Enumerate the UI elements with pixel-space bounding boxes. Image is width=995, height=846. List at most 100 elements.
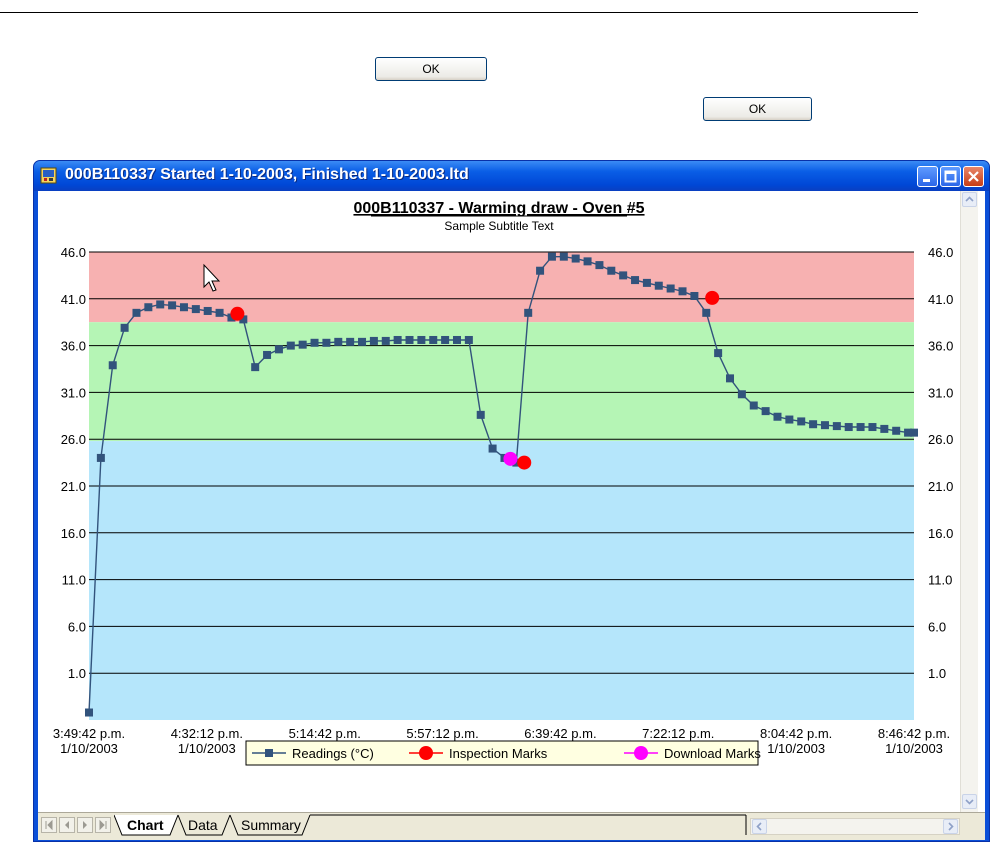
reading-point <box>666 284 675 293</box>
reading-point <box>369 336 378 345</box>
reading-point <box>619 271 628 280</box>
scroll-up-button[interactable] <box>962 192 977 207</box>
x-tick-label-time: 8:46:42 p.m. <box>878 726 950 741</box>
reading-point <box>417 335 426 344</box>
reading-point <box>524 308 533 317</box>
band-low <box>89 441 914 720</box>
legend-marker <box>419 746 433 760</box>
chevron-down-icon <box>965 799 974 805</box>
reading-point <box>251 363 260 372</box>
reading-point <box>168 301 177 310</box>
reading-point <box>441 335 450 344</box>
reading-point <box>583 257 592 266</box>
tab-chart[interactable]: Chart <box>127 817 164 833</box>
y-tick-label-right: 36.0 <box>928 339 953 354</box>
first-tab-button[interactable] <box>41 817 57 833</box>
inspection-mark-point <box>230 306 245 321</box>
temperature-chart: 000B110337 - Warming draw - Oven #5 Sampl… <box>53 200 953 766</box>
horizontal-scrollbar[interactable] <box>750 818 960 835</box>
download-mark-point <box>503 451 518 466</box>
reading-point <box>239 315 248 324</box>
reading-point <box>310 338 319 347</box>
reading-point <box>452 335 461 344</box>
x-tick-label-time: 6:39:42 p.m. <box>524 726 596 741</box>
scroll-left-button[interactable] <box>752 819 767 834</box>
close-button[interactable] <box>963 166 984 187</box>
reading-point <box>120 323 129 332</box>
reading-point <box>607 266 616 275</box>
reading-point <box>702 308 711 317</box>
previous-tab-button[interactable] <box>59 817 75 833</box>
next-icon <box>83 821 87 829</box>
scroll-right-button[interactable] <box>943 819 958 834</box>
tab-data[interactable]: Data <box>188 817 218 833</box>
reading-point <box>358 337 367 346</box>
maximize-icon <box>944 170 957 183</box>
reading-point <box>654 281 663 290</box>
y-tick-label-left: 41.0 <box>61 292 86 307</box>
y-tick-label-right: 1.0 <box>928 666 946 681</box>
separator-line <box>0 12 918 13</box>
reading-point <box>203 306 212 315</box>
y-tick-label-right: 41.0 <box>928 292 953 307</box>
reading-point <box>856 423 865 432</box>
x-tick-label-time: 5:57:12 p.m. <box>406 726 478 741</box>
reading-point <box>595 261 604 270</box>
y-tick-label-right: 16.0 <box>928 526 953 541</box>
y-tick-label-left: 36.0 <box>61 339 86 354</box>
minimize-icon <box>923 179 930 182</box>
reading-point <box>642 278 651 287</box>
scroll-down-button[interactable] <box>962 794 977 809</box>
reading-point <box>820 421 829 430</box>
ok-button[interactable]: OK <box>375 57 487 81</box>
reading-point <box>631 276 640 285</box>
y-tick-label-left: 1.0 <box>68 666 86 681</box>
reading-point <box>809 420 818 429</box>
next-tab-button[interactable] <box>77 817 93 833</box>
reading-point <box>96 453 105 462</box>
window-title: 000B110337 Started 1-10-2003, Finished 1… <box>65 166 469 183</box>
reading-point <box>215 308 224 317</box>
reading-point <box>191 305 200 314</box>
legend-marker <box>634 746 648 760</box>
reading-point <box>880 424 889 433</box>
reading-point <box>322 338 331 347</box>
y-tick-label-right: 6.0 <box>928 619 946 634</box>
maximize-button[interactable] <box>940 166 961 187</box>
legend-marker <box>265 749 273 757</box>
tab-summary[interactable]: Summary <box>241 817 301 833</box>
vertical-scrollbar[interactable] <box>960 191 978 812</box>
y-tick-label-left: 46.0 <box>61 245 86 260</box>
last-icon <box>99 819 107 831</box>
reading-point <box>678 287 687 296</box>
x-tick-label-date: 1/10/2003 <box>885 741 943 756</box>
reading-point <box>346 337 355 346</box>
inspection-mark-point <box>705 290 720 305</box>
y-tick-label-left: 6.0 <box>68 619 86 634</box>
x-tick-label-date: 1/10/2003 <box>767 741 825 756</box>
ok-button-secondary[interactable]: OK <box>703 97 812 121</box>
minimize-button[interactable] <box>917 166 938 187</box>
reading-point <box>227 313 236 322</box>
reading-point <box>274 345 283 354</box>
reading-point <box>156 300 165 309</box>
reading-point <box>690 291 699 300</box>
reading-point <box>108 361 117 370</box>
reading-point <box>797 417 806 426</box>
chart-title: 000B110337 - Warming draw - Oven #5 <box>353 200 644 217</box>
title-bar[interactable]: 000B110337 Started 1-10-2003, Finished 1… <box>34 161 989 191</box>
last-tab-button[interactable] <box>95 817 111 833</box>
first-icon <box>45 819 53 831</box>
reading-point <box>737 390 746 399</box>
reading-point <box>512 458 521 467</box>
reading-point <box>547 252 556 261</box>
reading-point <box>844 423 853 432</box>
reading-point <box>464 335 473 344</box>
reading-point <box>910 428 918 437</box>
x-tick-label-time: 3:49:42 p.m. <box>53 726 125 741</box>
client-area: 000B110337 - Warming draw - Oven #5 Sampl… <box>38 191 985 840</box>
reading-point <box>714 349 723 358</box>
band-normal <box>89 322 914 442</box>
reading-point <box>132 308 141 317</box>
chevron-left-icon <box>756 822 762 831</box>
